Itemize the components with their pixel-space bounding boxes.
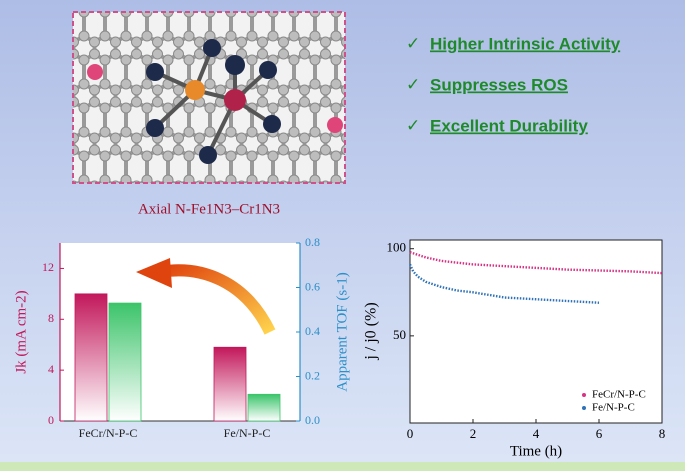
arrow-head — [136, 258, 172, 288]
y-tick-label: 8 — [48, 311, 54, 325]
y2-tick-label: 0.8 — [305, 235, 320, 249]
y2-tick-label: 0.6 — [305, 279, 320, 293]
y2-tick-label: 0.0 — [305, 413, 320, 427]
x-axis-title: Time (h) — [510, 443, 562, 459]
bar — [213, 346, 247, 422]
y-tick-label: 12 — [42, 260, 54, 274]
x-tick-label: 2 — [470, 426, 477, 441]
data-line — [408, 263, 600, 304]
legend-label: Fe/N-P-C — [592, 402, 635, 414]
y-tick-label: 50 — [393, 327, 406, 342]
x-tick-label: FeCr/N-P-C — [79, 426, 138, 440]
footer-strip — [0, 462, 685, 471]
bar — [108, 302, 142, 422]
bullet: Suppresses ROS — [430, 75, 568, 94]
structure-image — [72, 11, 346, 184]
y2-tick-label: 0.2 — [305, 368, 320, 382]
arrow — [158, 264, 276, 335]
x-tick-label: 0 — [407, 426, 414, 441]
x-tick-label: 8 — [659, 426, 666, 441]
legend-marker — [582, 406, 586, 410]
y2-axis-title: Apparent TOF (s-1) — [334, 272, 350, 391]
line-plot-area — [410, 240, 662, 423]
y-axis-title: Jk (mA cm-2) — [13, 290, 29, 373]
check-icon: ✓ — [406, 116, 420, 135]
y2-tick-label: 0.4 — [305, 324, 320, 338]
x-tick-label: 4 — [533, 426, 540, 441]
x-tick-label: Fe/N-P-C — [224, 426, 271, 440]
bullet: Excellent Durability — [430, 116, 588, 135]
y-tick-label: 0 — [48, 413, 54, 427]
check-icon: ✓ — [406, 34, 420, 53]
y-axis-title: j / j0 (%) — [363, 302, 380, 360]
legend-marker — [582, 393, 586, 397]
caption: Axial N-Fe1N3–Cr1N3 — [138, 201, 280, 217]
bar — [247, 393, 281, 422]
bar — [74, 293, 108, 422]
bullet-list: ✓ Higher Intrinsic Activity ✓ Suppresses… — [406, 34, 621, 136]
legend-label: FeCr/N-P-C — [592, 389, 646, 401]
bullet: Higher Intrinsic Activity — [430, 34, 621, 53]
x-tick-label: 6 — [596, 426, 603, 441]
check-icon: ✓ — [406, 75, 420, 94]
y-tick-label: 100 — [387, 240, 407, 255]
y-tick-label: 4 — [48, 362, 54, 376]
data-line — [409, 251, 663, 275]
